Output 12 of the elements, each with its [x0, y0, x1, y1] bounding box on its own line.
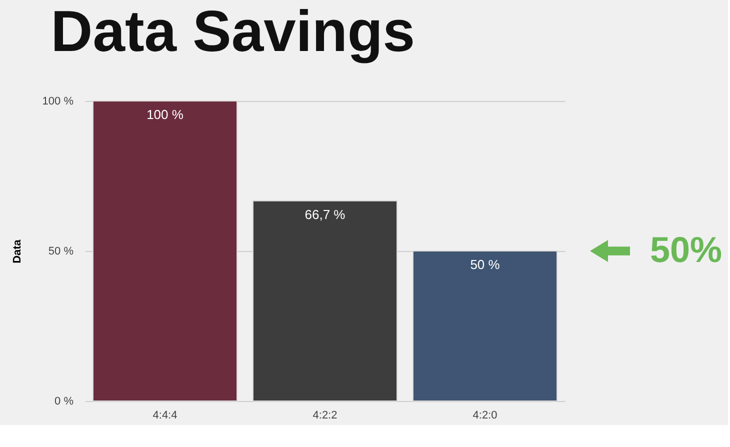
x-tick-label: 4:4:4: [152, 410, 178, 422]
y-tick-label: 100 %: [42, 96, 74, 108]
y-axis-title: Data: [11, 238, 24, 264]
data-label: 50 %: [470, 257, 500, 272]
data-label: 66,7 %: [304, 206, 346, 222]
data-label: 100 %: [146, 107, 184, 122]
y-tick-label: 50 %: [48, 246, 74, 258]
text: 50%: [650, 229, 722, 270]
y-tick-label: 0 %: [54, 396, 74, 408]
chart-title: Data Savings: [50, 0, 416, 64]
x-tick-label: 4:2:0: [472, 410, 498, 422]
x-tick-label: 4:2:2: [312, 410, 338, 422]
